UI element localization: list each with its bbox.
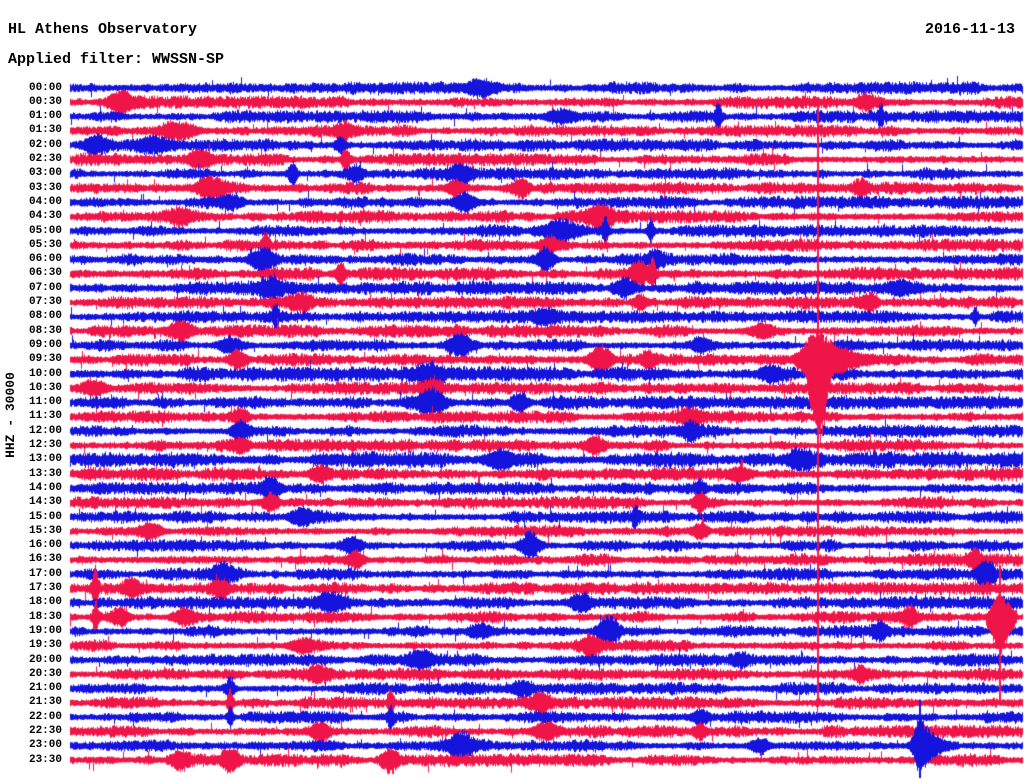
helicorder-traces-canvas [0,0,1024,780]
helicorder-page: HL Athens Observatory 2016-11-13 Applied… [0,0,1024,780]
